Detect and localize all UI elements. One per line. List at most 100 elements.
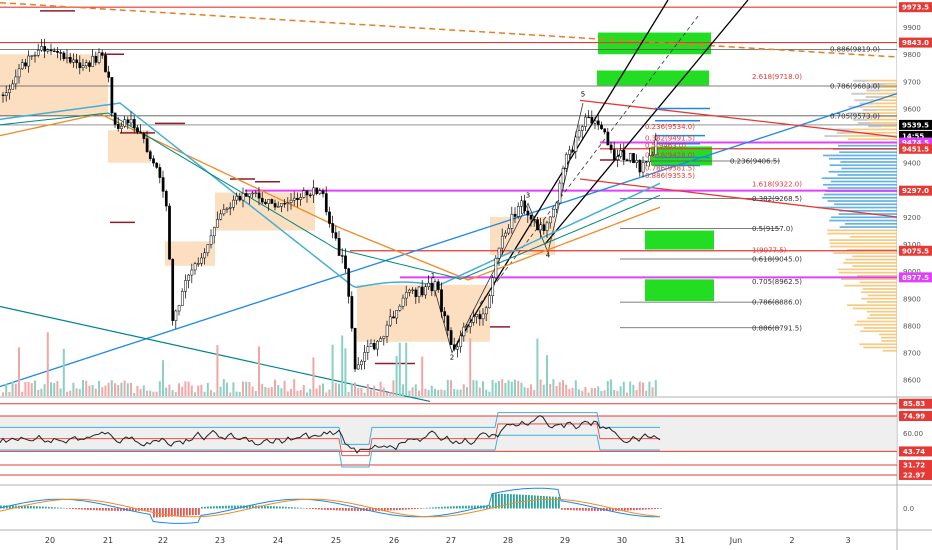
price-tag-label: 9973.5	[902, 4, 929, 12]
volume-bar	[606, 381, 609, 396]
macd-histogram-bar	[600, 508, 602, 512]
candle-body	[587, 116, 591, 119]
candle-body	[609, 144, 613, 150]
volume-bar	[222, 379, 225, 396]
volume-bar	[302, 384, 305, 396]
price-tick-label: 8900	[903, 295, 921, 303]
price-axis: 8600870088008900900091009200930094009500…	[897, 0, 932, 396]
volume-bar	[574, 380, 577, 396]
macd-histogram-bar	[489, 505, 491, 509]
candle-body	[296, 197, 299, 200]
candle-body	[571, 149, 575, 152]
macd-histogram-bar	[330, 508, 332, 511]
rsi-tag-background	[899, 398, 932, 409]
volume-bar	[539, 379, 542, 396]
macd-histogram-bar	[525, 494, 527, 509]
volume-bar	[14, 383, 17, 396]
volume-bar	[562, 380, 564, 396]
volume-bar	[654, 380, 657, 396]
price-tag-background	[899, 2, 932, 13]
candle-body	[273, 203, 277, 208]
macd-histogram-bar	[357, 508, 359, 511]
candle-body	[91, 56, 95, 67]
volume-bar	[354, 382, 356, 396]
volume-profile-bar	[836, 131, 851, 134]
price-tag-background	[899, 185, 932, 196]
volume-bar	[293, 379, 296, 396]
macd-histogram-bar	[372, 508, 374, 511]
candle-body	[120, 125, 123, 129]
volume-bar	[626, 392, 628, 396]
fib-label: 0.382(9491.5)	[645, 134, 695, 142]
price-tag-background	[899, 37, 932, 48]
macd-histogram-bar	[393, 508, 395, 511]
candle-body	[641, 162, 645, 173]
volume-profile-bar	[867, 118, 897, 121]
candle-body	[430, 282, 434, 292]
volume-bar	[597, 386, 600, 396]
candle-body	[238, 196, 242, 201]
volume-profile-bar	[861, 291, 897, 294]
candle-body	[510, 213, 514, 229]
volume-bar	[315, 388, 318, 396]
volume-profile-bar	[867, 317, 897, 320]
channel-mid-line	[479, 13, 701, 305]
macd-histogram-bar	[117, 508, 119, 511]
volume-bar	[418, 390, 420, 396]
volume-bar	[78, 389, 81, 396]
volume-bar	[590, 388, 593, 396]
macd-histogram-bar	[585, 508, 587, 511]
macd-histogram-bar	[87, 508, 89, 510]
macd-histogram-bar	[195, 508, 197, 515]
candle-body	[532, 219, 536, 221]
price-axis-background	[897, 0, 932, 396]
volume-profile-bar	[840, 161, 897, 163]
volume-bar	[248, 382, 251, 396]
price-tick-label: 9600	[903, 105, 921, 113]
volume-bar	[56, 381, 59, 396]
volume-bar	[552, 379, 555, 396]
candle-body	[312, 187, 315, 196]
volume-profile-bar	[866, 310, 897, 313]
price-tick-label: 9700	[903, 78, 921, 86]
macd-histogram-bar	[270, 506, 272, 509]
fib-label: 0.382(9268.5)	[752, 195, 802, 203]
volume-bar	[251, 386, 254, 396]
macd-histogram-bar	[417, 508, 419, 509]
volume-bar	[536, 338, 539, 396]
volume-profile-bar	[856, 320, 897, 323]
volume-bar	[88, 385, 91, 396]
volume-profile-bar	[837, 268, 897, 271]
rsi-average	[0, 423, 660, 457]
volume-bar	[456, 389, 459, 396]
volume-bar	[280, 388, 283, 396]
macd-histogram-bar	[147, 508, 149, 511]
price-tag-label: 9539.5	[902, 121, 929, 129]
macd-histogram-bar	[99, 508, 101, 511]
volume-bar	[635, 390, 638, 396]
macd-histogram-bar	[609, 508, 611, 511]
volume-bar	[82, 380, 84, 396]
macd-histogram-bar	[300, 507, 302, 509]
macd-histogram-bar	[504, 493, 506, 509]
rsi-tag-label: 31.72	[903, 462, 925, 470]
candle-body	[88, 62, 91, 67]
candle-body	[603, 128, 607, 133]
candle-body	[596, 120, 600, 126]
macd-histogram-bar	[45, 506, 47, 509]
volume-profile-bar	[829, 239, 897, 241]
candle-body	[264, 201, 267, 204]
volume-bar	[5, 384, 8, 396]
volume-bar	[373, 385, 376, 396]
macd-histogram-bar	[555, 496, 557, 509]
candle-body	[612, 149, 616, 160]
volume-profile-bar	[834, 203, 897, 206]
price-tag-background	[899, 245, 932, 256]
fib-label: 0.618(9045.0)	[752, 256, 802, 264]
macd-histogram-bar	[159, 508, 161, 518]
volume-bar	[203, 391, 206, 396]
candle-body	[420, 286, 424, 296]
macd-histogram-bar	[426, 507, 428, 509]
volume-bar	[392, 380, 395, 396]
volume-bar	[264, 386, 267, 396]
